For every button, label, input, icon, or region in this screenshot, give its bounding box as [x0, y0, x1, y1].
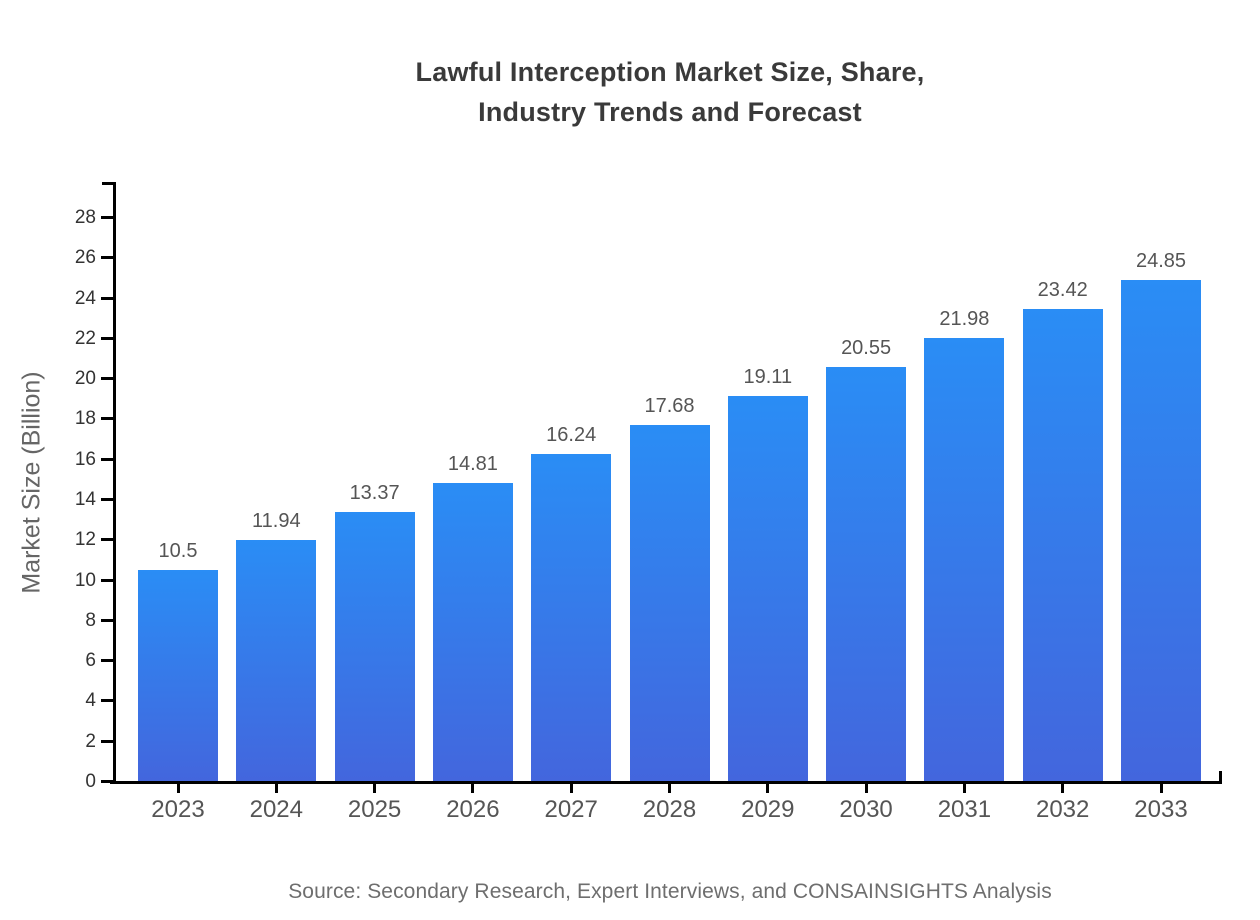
x-tick-label: 2028 [642, 796, 697, 823]
chart-title-line-1: Lawful Interception Market Size, Share, [415, 57, 925, 87]
bar-value-label: 16.24 [546, 423, 597, 446]
bar-2028 [629, 424, 710, 781]
y-tick-label: 6 [85, 650, 96, 672]
y-tick-label: 2 [85, 730, 96, 752]
x-tick [373, 784, 377, 793]
y-axis-label: Market Size (Billion) [17, 371, 46, 594]
x-tick-label: 2025 [347, 796, 402, 823]
y-tick [101, 538, 113, 542]
y-tick [101, 457, 113, 461]
y-tick [101, 336, 113, 340]
bar-value-label: 23.42 [1037, 279, 1088, 302]
y-tick [101, 296, 113, 300]
y-tick-label: 16 [74, 448, 96, 470]
y-tick-label: 24 [74, 287, 96, 309]
y-tick [101, 498, 113, 501]
y-axis-line [113, 182, 116, 784]
y-tick-label: 18 [74, 408, 96, 430]
x-tick-label: 2031 [937, 796, 992, 823]
chart-title-line-2: Industry Trends and Forecast [478, 97, 862, 127]
y-tick-label: 12 [74, 529, 96, 551]
y-tick [101, 256, 113, 260]
x-tick [176, 784, 180, 793]
bar-2023 [138, 569, 218, 781]
y-tick [101, 780, 113, 783]
y-tick-label: 26 [74, 247, 96, 269]
y-tick-label: 28 [74, 207, 96, 228]
chart-title: Lawful Interception Market Size, Share, … [0, 52, 1260, 132]
x-tick [864, 784, 868, 793]
x-tick-label: 2023 [151, 796, 205, 823]
source-note: Source: Secondary Research, Expert Inter… [288, 880, 1052, 903]
y-tick [101, 377, 113, 381]
x-tick [1159, 784, 1163, 793]
y-tick-label: 14 [74, 489, 96, 510]
y-tick-label: 22 [74, 327, 96, 349]
x-tick-label: 2027 [544, 796, 598, 823]
bar-2031 [924, 338, 1005, 781]
bar-value-label: 10.5 [158, 539, 198, 562]
x-tick-label: 2030 [839, 796, 893, 823]
x-tick-label: 2032 [1035, 796, 1090, 823]
bar-value-label: 11.94 [252, 510, 301, 533]
bar-2033 [1121, 280, 1201, 781]
y-tick [101, 417, 113, 421]
bar-value-label: 20.55 [841, 337, 892, 360]
y-tick-label: 20 [74, 368, 96, 390]
x-tick [471, 784, 475, 793]
x-tick [274, 784, 278, 793]
bar-value-label: 14.81 [447, 452, 498, 475]
y-tick [101, 578, 113, 582]
y-axis-end-cap [102, 182, 114, 185]
bar-value-label: 24.85 [1135, 250, 1187, 273]
x-tick-label: 2033 [1134, 796, 1188, 823]
bar-value-label: 17.68 [644, 394, 695, 417]
x-tick [962, 784, 966, 793]
x-tick-label: 2029 [741, 796, 795, 823]
bar-value-label: 21.98 [939, 308, 990, 331]
y-tick-label: 8 [85, 609, 96, 631]
y-tick-label: 0 [85, 771, 96, 792]
x-tick [766, 784, 770, 793]
y-tick [101, 699, 113, 703]
x-axis-line [110, 781, 1222, 784]
x-tick [668, 784, 671, 793]
x-tick [1061, 784, 1065, 793]
bar-2027 [531, 453, 612, 781]
bar-value-label: 13.37 [349, 481, 400, 504]
x-tick-label: 2024 [249, 796, 303, 823]
bar-2025 [334, 511, 415, 781]
x-tick-label: 2026 [446, 796, 500, 823]
y-tick [101, 618, 113, 622]
y-tick [101, 739, 113, 743]
y-tick [101, 216, 113, 219]
x-tick [569, 784, 573, 793]
x-axis-end-cap [1219, 771, 1222, 783]
y-tick-label: 10 [74, 569, 96, 591]
y-tick [101, 659, 113, 663]
bar-2030 [826, 367, 907, 781]
bar-2026 [432, 482, 513, 781]
bar-2024 [236, 540, 317, 781]
bar-2032 [1022, 309, 1103, 781]
bar-value-label: 19.11 [743, 366, 793, 389]
y-tick-label: 4 [85, 690, 96, 712]
bar-2029 [727, 396, 808, 781]
